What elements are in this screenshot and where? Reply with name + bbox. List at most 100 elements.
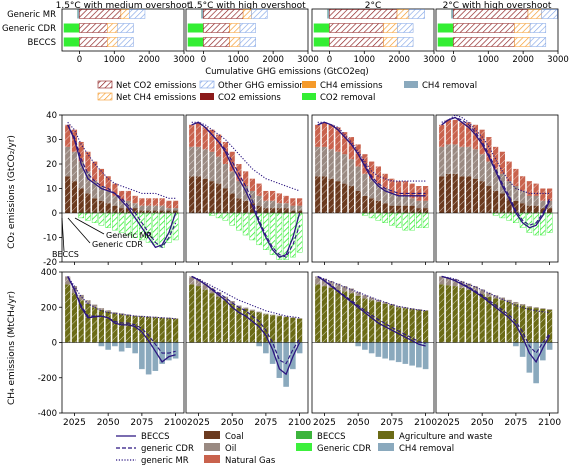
bar-hatch	[396, 181, 402, 213]
bar-net-co2	[329, 37, 384, 47]
annotation-beccs: BECCS	[52, 250, 79, 259]
legend-label: Other GHG emissions	[218, 81, 310, 91]
bar-removal	[256, 342, 262, 347]
x-tick-label: 2000	[138, 55, 160, 65]
legend-swatch	[199, 80, 215, 89]
bar-hatch	[139, 198, 145, 213]
legend-label: Generic CDR	[317, 444, 371, 454]
x-tick-label: 2075	[380, 418, 403, 428]
bar-hatch	[355, 144, 361, 213]
bar-co2-removal	[63, 23, 80, 33]
bar-hatch	[152, 198, 158, 213]
bar-co2-removal	[187, 23, 204, 33]
bar-hatch	[547, 188, 553, 213]
bar-removal	[132, 342, 138, 354]
x-tick-label: 3000	[423, 55, 445, 65]
panel-title: 2°C with high overshoot	[443, 1, 552, 11]
x-tick-label: 2025	[63, 418, 86, 428]
bar-hatch	[452, 119, 458, 213]
bar-hatch	[119, 190, 125, 213]
x-tick-label: 2000	[512, 55, 534, 65]
bar-removal	[395, 342, 402, 363]
bar-removal	[375, 212, 382, 221]
legend-swatch	[296, 431, 312, 439]
bar-hatch	[119, 313, 125, 343]
bar-removal	[526, 212, 533, 233]
x-tick-label: 3000	[173, 55, 195, 65]
bar-net-co2	[203, 9, 244, 19]
bar-removal	[519, 342, 526, 357]
y-tick-label: -10	[43, 234, 57, 244]
bar-hatch	[92, 161, 98, 213]
row-label: Generic CDR	[2, 24, 56, 34]
legend-label: Net CH4 emissions	[116, 93, 197, 103]
bar-hatch	[375, 299, 381, 343]
bar-removal	[105, 342, 111, 350]
bar-hatch	[159, 198, 165, 213]
bar-hatch	[256, 183, 262, 213]
bar-removal	[409, 212, 415, 231]
bar-hatch	[195, 122, 202, 213]
bar-hatch	[98, 168, 105, 213]
bar-net-co2	[203, 37, 230, 47]
bar-hatch	[71, 129, 78, 213]
line-generic_cdr	[317, 275, 426, 344]
bar-removal	[85, 212, 91, 221]
x-tick-label: 2025	[437, 418, 460, 428]
bar-hatch	[152, 316, 158, 343]
y-tick-label: -20	[43, 258, 57, 268]
bar-hatch	[173, 318, 179, 343]
ts-panel: -20 -10 0 10 20 30 40	[43, 111, 185, 268]
bar-hatch	[493, 295, 499, 343]
bar-net-ch4	[229, 37, 241, 47]
bar-removal	[362, 212, 368, 216]
bar-hatch	[466, 283, 472, 343]
bar-hatch	[459, 122, 465, 213]
bar-other-ghg	[129, 9, 146, 19]
bar-removal	[172, 342, 179, 359]
y-tick-label: 200	[41, 303, 57, 313]
bar-hatch	[348, 288, 355, 343]
bar-net-co2	[79, 37, 108, 47]
legend-label: BECCS	[317, 432, 345, 442]
ch4-y-axis-label: CH₄ emissions (MtCH₄/yr)	[7, 291, 17, 405]
top-panel: 2°C 0 1000 2000 3000	[311, 1, 445, 65]
bar-removal	[263, 212, 269, 250]
bar-hatch	[321, 278, 328, 343]
bar-hatch	[283, 195, 289, 213]
bar-hatch	[445, 277, 452, 343]
line-beccs	[191, 121, 301, 258]
line-generic_cdr	[441, 116, 551, 226]
bar-removal	[416, 212, 422, 228]
bar-hatch	[276, 315, 282, 343]
bar-hatch	[249, 178, 255, 213]
line-generic_cdr	[191, 121, 301, 258]
bar-hatch	[382, 173, 388, 213]
bar-removal	[402, 212, 409, 231]
legend-label: Oil	[225, 444, 236, 454]
bar-hatch	[439, 276, 445, 343]
top-panel: 1.5°C with high overshoot 0 1000 2000 3000	[185, 1, 319, 65]
legend-swatch	[97, 92, 113, 101]
line-beccs	[441, 275, 551, 364]
bar-hatch	[342, 132, 348, 213]
bar-hatch	[362, 295, 368, 343]
bar-hatch	[222, 141, 229, 213]
x-tick-label: 2000	[388, 55, 410, 65]
bar-hatch	[270, 314, 276, 343]
line-beccs	[67, 124, 177, 249]
bar-removal	[152, 342, 159, 371]
bar-hatch	[202, 283, 208, 343]
bar-hatch	[159, 317, 165, 343]
legend-swatch	[204, 443, 220, 451]
bar-hatch	[520, 176, 526, 213]
bar-hatch	[540, 188, 546, 213]
cumulative-emissions-panels: 1.5°C with medium overshoot 0 1000 2000 3000…	[2, 1, 569, 65]
co2-y-axis-label: CO₂ emissions (GtCO₂/yr)	[7, 135, 17, 249]
x-tick-label: 0	[451, 55, 456, 65]
top-panel-frame	[61, 8, 185, 52]
x-tick-label: 1000	[103, 55, 125, 65]
legend-swatch	[302, 81, 316, 88]
bar-hatch	[402, 307, 408, 343]
legend-label: Natural Gas	[225, 456, 276, 466]
